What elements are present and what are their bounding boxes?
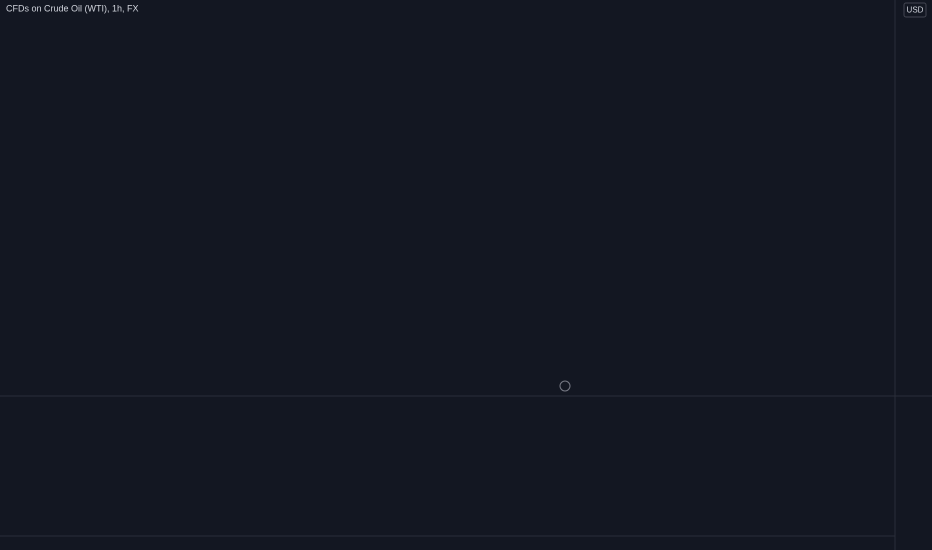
currency-label[interactable]: USD [907, 6, 924, 15]
chart-title: CFDs on Crude Oil (WTI), 1h, FX [6, 3, 139, 13]
event-icon[interactable] [559, 380, 571, 392]
currency-button[interactable] [903, 2, 927, 18]
